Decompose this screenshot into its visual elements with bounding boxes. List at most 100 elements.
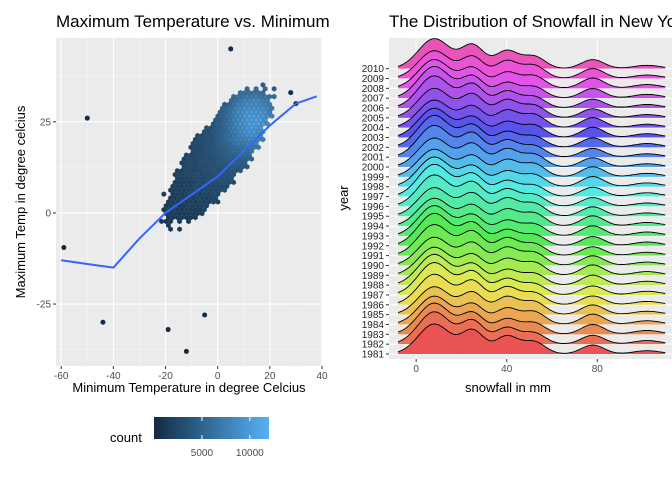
right-x-axis-label: snowfall in mm (465, 380, 551, 395)
ridge-line-1994 (397, 197, 666, 226)
year-label: 1995 (362, 212, 385, 223)
hexbin-tile (210, 199, 216, 205)
legend-tick-label: 5000 (191, 448, 214, 459)
hexbin-tile (256, 144, 261, 151)
legend-title: count (110, 430, 142, 445)
year-label: 1985 (362, 310, 385, 321)
left-x-tick-label: -20 (158, 371, 173, 382)
hexbin-tile (177, 218, 182, 225)
ridge-line-2002 (397, 114, 666, 148)
year-label: 2007 (362, 94, 385, 105)
outlier-point (84, 115, 90, 121)
year-label: 2004 (362, 123, 385, 134)
ridgeline-layer (397, 38, 666, 354)
left-x-tick-label: -40 (106, 371, 121, 382)
ridge-line-1993 (397, 205, 666, 236)
year-label: 1990 (362, 261, 385, 272)
legend-ticks: 5000 10000 (191, 417, 264, 459)
hexbin-tile (215, 199, 221, 205)
hexbin-tile (192, 214, 198, 221)
left-y-tick-label: 0 (45, 208, 51, 219)
year-label: 1981 (362, 350, 385, 361)
count-legend: count 5000 10000 (110, 417, 269, 459)
ridge-line-1992 (397, 212, 666, 246)
ridge-line-1984 (397, 295, 666, 325)
ridge-line-2005 (397, 87, 666, 118)
hexbin-tile (271, 93, 277, 100)
year-label: 2010 (362, 64, 385, 75)
hexbin-tile (269, 113, 275, 119)
year-label: 2009 (362, 74, 385, 85)
year-label: 1997 (362, 192, 385, 203)
year-label: 2002 (362, 143, 385, 154)
left-x-axis-ticks: -60 -40 -20 0 20 40 (54, 366, 328, 382)
ridge-line-1985 (397, 286, 666, 315)
left-y-tick-label: -25 (37, 300, 52, 311)
year-label: 1999 (362, 172, 385, 183)
year-label: 1992 (362, 241, 385, 252)
outlier-point (228, 46, 234, 52)
ridge-line-1998 (397, 156, 666, 187)
year-label: 1986 (362, 300, 385, 311)
left-y-tick-label: 25 (40, 117, 52, 128)
year-label: 1987 (362, 290, 385, 301)
year-label: 1988 (362, 281, 385, 292)
hexbin-tile (161, 191, 167, 197)
hexbin-tile (168, 226, 173, 232)
year-label: 2006 (362, 104, 385, 115)
hexbin-tile (222, 187, 227, 193)
left-y-axis-ticks: -25 0 25 (37, 117, 56, 311)
right-x-tick-label: 40 (501, 364, 513, 375)
ridge-line-2006 (397, 75, 666, 108)
year-label: 1993 (362, 231, 385, 242)
legend-tick-label: 10000 (236, 448, 264, 459)
year-tick-labels: 1981198219831984198519861987198819891990… (362, 64, 389, 361)
ridge-line-2000 (397, 137, 666, 167)
legend-colorbar (154, 417, 269, 439)
left-x-tick-label: -60 (54, 371, 69, 382)
year-label: 2008 (362, 84, 385, 95)
ridge-line-1996 (397, 174, 666, 207)
hexbin-tile (271, 86, 277, 92)
ridge-line-1982 (397, 311, 666, 344)
ridge-line-2008 (397, 59, 666, 88)
year-label: 1994 (362, 222, 385, 233)
outlier-point (100, 319, 106, 325)
hexbin-tile (238, 167, 243, 174)
year-label: 1989 (362, 271, 385, 282)
year-label: 2001 (362, 153, 385, 164)
left-chart-title: Maximum Temperature vs. Minimum Temperat… (56, 12, 430, 31)
right-x-tick-label: 0 (413, 364, 419, 375)
outlier-point (165, 327, 171, 333)
right-x-axis-ticks: 0 40 80 (413, 359, 603, 375)
hexbin-tile (199, 210, 205, 217)
left-x-tick-label: 40 (316, 371, 328, 382)
outlier-point (202, 312, 208, 318)
hexbin-tile (249, 156, 255, 162)
outlier-point (61, 245, 67, 251)
year-label: 1996 (362, 202, 385, 213)
hexbin-layer (159, 82, 277, 232)
ridge-line-2004 (397, 99, 666, 128)
ridge-line-1987 (397, 262, 666, 295)
smooth-line (61, 95, 318, 269)
hexbin-tile (186, 218, 191, 225)
hexbin-tile (177, 226, 182, 232)
right-y-axis-label: year (336, 185, 351, 211)
year-label: 2000 (362, 163, 385, 174)
left-gridlines (56, 38, 323, 366)
ridge-line-1995 (397, 187, 666, 216)
ridge-line-2010 (397, 38, 666, 69)
year-label: 1983 (362, 330, 385, 341)
ridge-line-1988 (397, 253, 666, 285)
ridge-line-1989 (397, 246, 666, 275)
year-label: 1984 (362, 320, 385, 331)
hexbin-tile (260, 136, 266, 143)
year-label: 1982 (362, 340, 385, 351)
ridge-line-1997 (397, 163, 666, 197)
hexbin-tile (231, 179, 237, 186)
ridge-line-2003 (397, 107, 666, 138)
year-label: 1991 (362, 251, 385, 262)
year-label: 2005 (362, 113, 385, 124)
